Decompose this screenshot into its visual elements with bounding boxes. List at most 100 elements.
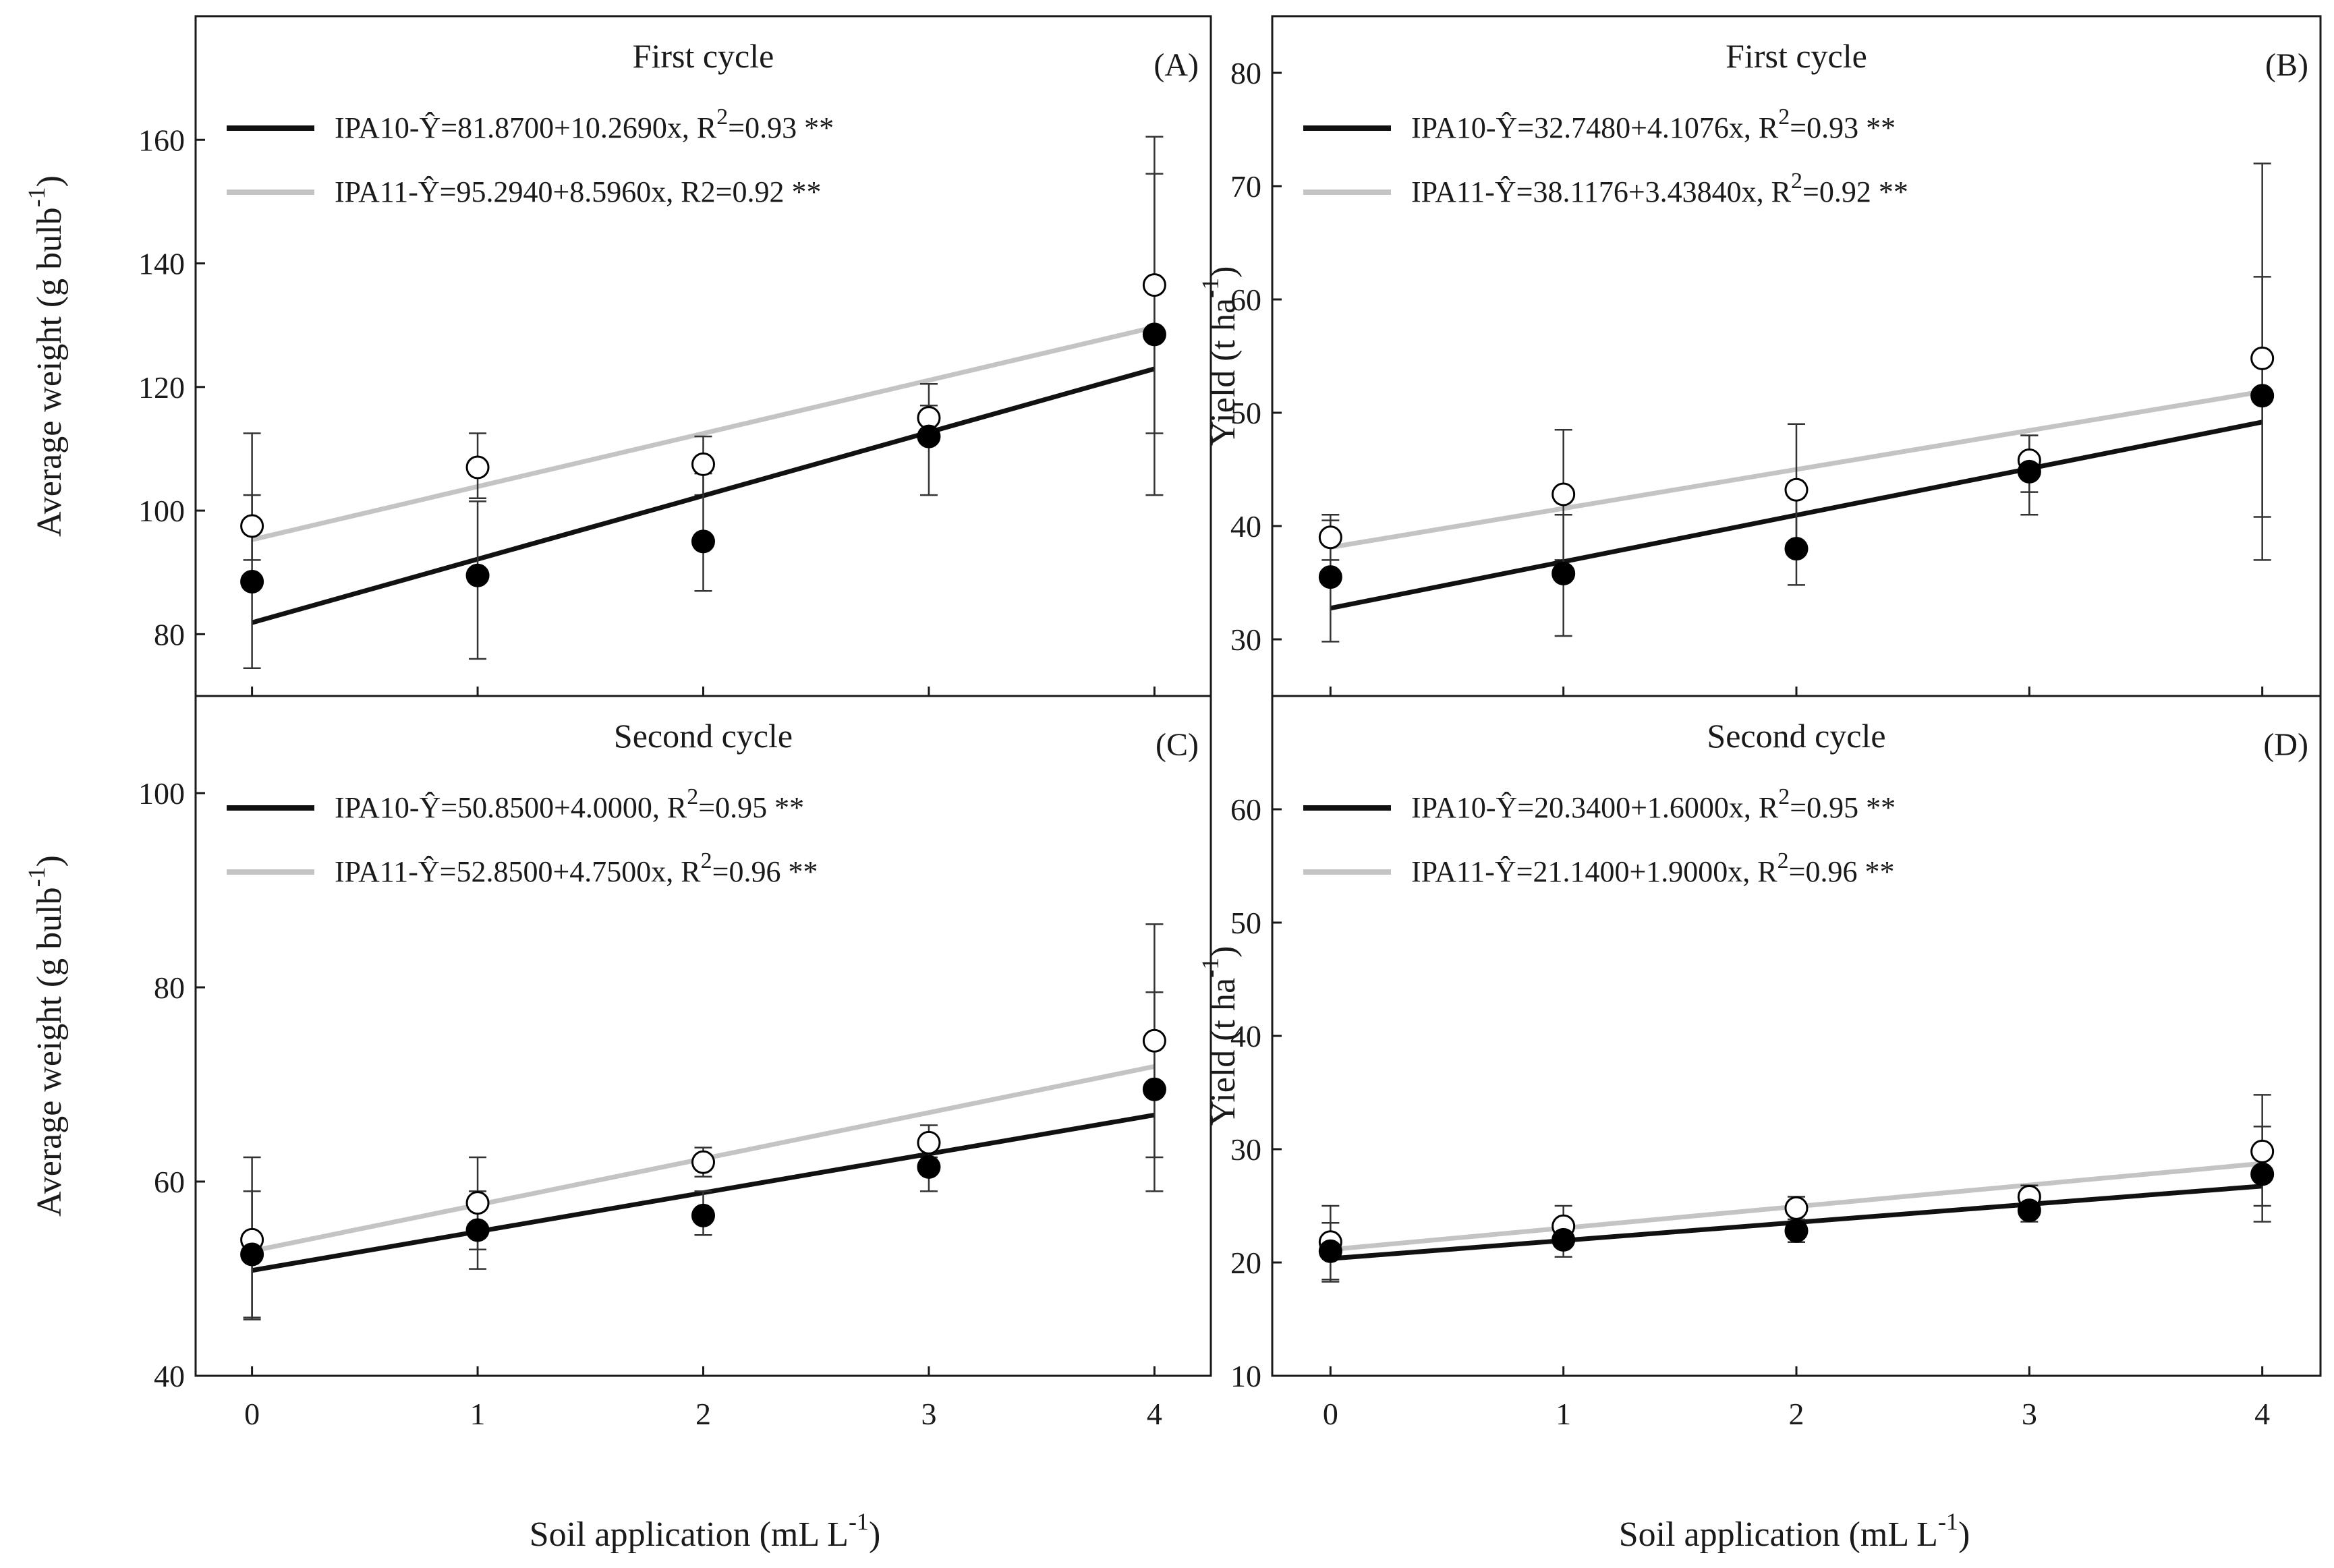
x-axis-label-text: Soil application (mL L <box>1619 1515 1938 1554</box>
y-axis-label: Average weight (g bulb-1) <box>23 175 69 537</box>
data-point-ipa10 <box>1142 322 1166 347</box>
legend-equation: IPA10-Ŷ=81.8700+10.2690x, R <box>335 111 717 144</box>
y-axis-label-end: ) <box>1204 946 1243 958</box>
y-tick-label: 30 <box>1230 1132 1261 1167</box>
x-tick-label: 1 <box>470 1397 486 1431</box>
y-axis-label-end: ) <box>30 175 69 187</box>
data-point-ipa10 <box>1552 562 1576 586</box>
y-axis-label: Average weight (g bulb-1) <box>23 855 69 1217</box>
y-tick-label: 40 <box>154 1359 185 1393</box>
legend-entry-ipa10: IPA10-Ŷ=20.3400+1.6000x, R2=0.95 ** <box>1411 784 1896 824</box>
y-axis-label-text: Average weight (g bulb <box>30 887 69 1217</box>
data-point-ipa10 <box>2250 384 2275 408</box>
legend-equation: IPA11-Ŷ=38.1176+3.43840x, R <box>1411 175 1792 208</box>
data-point-ipa11 <box>465 455 490 480</box>
data-point-ipa10 <box>240 1242 264 1267</box>
y-tick-label: 50 <box>1230 396 1261 430</box>
legend-entry-ipa10: IPA10-Ŷ=50.8500+4.0000, R2=0.95 ** <box>335 784 804 824</box>
data-point-ipa10 <box>917 424 941 448</box>
data-point-ipa10 <box>1784 1219 1809 1243</box>
data-point-ipa10 <box>240 569 264 593</box>
y-tick-label: 30 <box>1230 622 1261 657</box>
legend-r2-value: =0.95 ** <box>1790 791 1896 824</box>
legend-equation: IPA11-Ŷ=21.1400+1.9000x, R <box>1411 855 1777 888</box>
data-point-ipa11 <box>917 1130 941 1155</box>
data-point-ipa11 <box>240 514 264 538</box>
x-tick-label: 4 <box>2254 1397 2270 1431</box>
legend-superscript: 2 <box>701 848 712 873</box>
y-tick-label: 80 <box>154 617 185 651</box>
legend-entry-ipa11: IPA11-Ŷ=38.1176+3.43840x, R2=0.92 ** <box>1411 169 1908 208</box>
data-point-ipa10 <box>465 1218 490 1242</box>
y-tick-label: 60 <box>1230 283 1261 317</box>
legend-equation: IPA10-Ŷ=20.3400+1.6000x, R <box>1411 791 1779 824</box>
chart-panel-3: 40 60 80 100 0 1 2 3 4 Second cycle (C) Average wei… <box>23 695 1212 1431</box>
data-point-ipa11 <box>465 1191 490 1215</box>
legend-entry-ipa10: IPA10-Ŷ=32.7480+4.1076x, R2=0.93 ** <box>1411 105 1896 144</box>
regression-line-ipa11 <box>251 324 1156 542</box>
legend-equation: IPA11-Ŷ=52.8500+4.7500x, R <box>335 855 701 888</box>
x-axis-label-superscript: -1 <box>849 1508 869 1535</box>
y-tick-label: 40 <box>1230 509 1261 544</box>
data-point-ipa11 <box>1142 1028 1166 1053</box>
x-axis-label-left: Soil application (mL L-1) <box>530 1508 881 1554</box>
y-tick-label: 80 <box>154 970 185 1005</box>
y-axis-label-text: Yield (t ha <box>1204 978 1243 1126</box>
x-tick-label: 1 <box>1556 1397 1571 1431</box>
series-IPA10 <box>243 991 1164 1318</box>
data-point-ipa11 <box>1142 273 1166 297</box>
y-tick-label: 100 <box>138 776 185 811</box>
legend-r2-value: =0.92 ** <box>1802 175 1908 208</box>
data-point-ipa11 <box>1784 477 1809 502</box>
data-point-ipa10 <box>2250 1162 2275 1186</box>
y-tick-label: 120 <box>138 370 185 405</box>
legend-r2-value: =0.96 ** <box>1789 855 1895 888</box>
chart-panel-2: 30 40 50 60 70 80 First cycle (B) Yield (t ha-1)… <box>1197 15 2322 697</box>
legend-equation: IPA11-Ŷ=95.2940+8.5960x, R2=0.92 ** <box>335 175 821 208</box>
legend-superscript: 2 <box>687 784 698 809</box>
panel-title: First cycle <box>633 37 774 75</box>
y-axis-label-end: ) <box>30 855 69 867</box>
data-point-ipa11 <box>1552 482 1576 506</box>
legend-superscript: 2 <box>1778 105 1790 129</box>
data-point-ipa10 <box>1552 1227 1576 1252</box>
legend-entry-ipa10: IPA10-Ŷ=81.8700+10.2690x, R2=0.93 ** <box>335 105 834 144</box>
data-point-ipa10 <box>465 563 490 587</box>
legend-r2-value: =0.93 ** <box>1790 111 1896 144</box>
y-tick-label: 50 <box>1230 906 1261 940</box>
data-point-ipa10 <box>691 529 715 554</box>
y-tick-label: 60 <box>154 1165 185 1199</box>
x-axis-label-superscript: -1 <box>1938 1508 1958 1535</box>
data-point-ipa10 <box>1142 1077 1166 1101</box>
y-tick-label: 60 <box>1230 792 1261 827</box>
data-point-ipa11 <box>691 452 715 476</box>
data-point-ipa11 <box>1784 1196 1809 1220</box>
panel-letter: (D) <box>2263 727 2308 763</box>
data-point-ipa10 <box>1318 565 1342 589</box>
panel-letter: (A) <box>1154 47 1199 83</box>
y-tick-label: 20 <box>1230 1246 1261 1280</box>
x-tick-label: 2 <box>1789 1397 1804 1431</box>
y-axis-label-text: Yield (t ha <box>1204 298 1243 446</box>
y-axis-label-superscript: -1 <box>1197 958 1224 978</box>
x-tick-label: 4 <box>1147 1397 1162 1431</box>
data-point-ipa10 <box>2017 1198 2041 1223</box>
y-tick-label: 80 <box>1230 56 1261 90</box>
data-point-ipa11 <box>1318 525 1342 550</box>
y-tick-label: 70 <box>1230 169 1261 204</box>
legend-equation: IPA10-Ŷ=32.7480+4.1076x, R <box>1411 111 1779 144</box>
data-point-ipa10 <box>691 1203 715 1227</box>
data-point-ipa10 <box>2017 459 2041 484</box>
x-axis-label-end: ) <box>1958 1515 1970 1554</box>
x-tick-label: 3 <box>921 1397 936 1431</box>
y-tick-label: 10 <box>1230 1359 1261 1393</box>
panel-title: Second cycle <box>1707 717 1885 755</box>
data-point-ipa10 <box>1318 1239 1342 1263</box>
x-tick-label: 0 <box>1323 1397 1338 1431</box>
legend-entry-ipa11: IPA11-Ŷ=95.2940+8.5960x, R2=0.92 ** <box>335 175 821 208</box>
y-axis-label-superscript: -1 <box>1197 278 1224 298</box>
data-point-ipa10 <box>917 1155 941 1179</box>
legend-superscript: 2 <box>716 105 728 129</box>
x-tick-label: 3 <box>2022 1397 2037 1431</box>
